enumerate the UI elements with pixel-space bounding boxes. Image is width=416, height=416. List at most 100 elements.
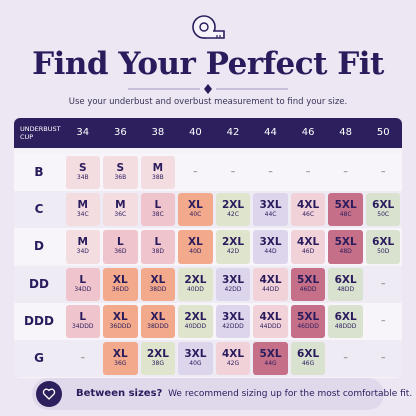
code: 46DD bbox=[299, 285, 317, 293]
size: L bbox=[79, 310, 87, 323]
size: 5XL bbox=[297, 273, 320, 286]
size: XL bbox=[150, 310, 166, 323]
empty-cell: – bbox=[268, 167, 273, 177]
corner-label: UNDERBUST CUP bbox=[20, 125, 61, 141]
column-label: 36 bbox=[113, 127, 127, 138]
size-cell: 2XL 38G bbox=[140, 342, 176, 376]
size: 4XL bbox=[297, 236, 320, 249]
size-cell: XL 40C bbox=[178, 193, 213, 227]
code: 48D bbox=[339, 248, 352, 256]
size-cell: XL 38DDD bbox=[140, 304, 176, 338]
cup-label: C bbox=[34, 202, 44, 217]
size-cell: L 38D bbox=[140, 230, 176, 264]
size: 3XL bbox=[221, 273, 245, 286]
size-cell: 3XL 44D bbox=[253, 230, 288, 264]
size: 6XL bbox=[372, 236, 395, 249]
size: S bbox=[116, 162, 125, 174]
size-cell: L 34DD bbox=[65, 267, 101, 301]
code: 36DDD bbox=[109, 322, 132, 330]
size: M bbox=[77, 236, 88, 249]
table-row: D M 34D L 36D L 38D XL 40D 2XL 42D 3XL 44D 4XL 46D 5XL 4… bbox=[14, 228, 402, 266]
column-label: 34 bbox=[76, 127, 90, 138]
table-row: G – XL 36G 2XL 38G 3XL 40G 4XL 42G 5XL 44G 6XL 46G – – bbox=[14, 340, 402, 377]
size-cell: 4XL 42G bbox=[215, 342, 251, 376]
cup-label: G bbox=[34, 351, 44, 365]
size-cell: 3XL 44C bbox=[253, 193, 288, 227]
size-cell: 2XL 42D bbox=[215, 230, 251, 264]
size-cell: L 38C bbox=[140, 193, 176, 227]
code: 38D bbox=[151, 248, 165, 256]
table-row: B S 34B S 36B M 38B – – – – – – bbox=[14, 154, 402, 191]
size-cell: XL 40D bbox=[178, 230, 213, 264]
size-cell: 5XL 46DD bbox=[290, 267, 326, 301]
size-cell: 3XL 40G bbox=[178, 342, 213, 376]
size: XL bbox=[112, 310, 128, 323]
size: 6XL bbox=[372, 199, 395, 212]
empty-cell: – bbox=[380, 315, 386, 326]
code: 34DDD bbox=[72, 322, 94, 330]
size: 5XL bbox=[334, 199, 357, 212]
code: 36C bbox=[114, 211, 127, 219]
size-cell: 2XL 42C bbox=[215, 193, 251, 227]
size-cell: 4XL 44DD bbox=[253, 267, 288, 301]
empty-cell: – bbox=[305, 167, 311, 177]
size: 4XL bbox=[297, 199, 320, 212]
size-cell: S 34B bbox=[65, 156, 101, 190]
table-header: UNDERBUST CUP 34 36 38 40 42 44 46 48 50 bbox=[14, 118, 402, 148]
code: 40C bbox=[189, 211, 202, 219]
column-label: 40 bbox=[189, 127, 202, 138]
code: 38DD bbox=[149, 285, 167, 293]
size: 6XL bbox=[334, 310, 357, 323]
size: XL bbox=[188, 199, 203, 212]
code: 38B bbox=[152, 174, 164, 181]
size-cell: XL 36G bbox=[103, 342, 138, 376]
empty-cell: – bbox=[343, 167, 348, 177]
column-label: 50 bbox=[376, 127, 390, 138]
code: 44DD bbox=[262, 285, 279, 293]
code: 42DD bbox=[224, 285, 242, 293]
code: 38C bbox=[151, 211, 164, 219]
subtitle: Use your underbust and overbust measurem… bbox=[68, 97, 348, 107]
size: 3XL bbox=[259, 236, 282, 249]
empty-cell: – bbox=[380, 353, 386, 363]
size-cell: 4XL 46D bbox=[290, 230, 326, 264]
size-cell: 6XL 50D bbox=[365, 230, 401, 264]
column-label: 42 bbox=[226, 127, 240, 138]
code: 48DD bbox=[337, 285, 355, 293]
empty-cell: – bbox=[380, 167, 386, 177]
column-label: 46 bbox=[301, 127, 315, 138]
code: 42G bbox=[226, 360, 240, 367]
code: 34B bbox=[76, 174, 89, 181]
size: 5XL bbox=[259, 348, 282, 360]
size-cell: L 36D bbox=[103, 230, 138, 264]
size-cell: M 34D bbox=[65, 230, 101, 264]
size-cell: S 36B bbox=[103, 156, 138, 190]
size-cell: L 34DDD bbox=[65, 304, 101, 338]
empty-cell: – bbox=[80, 353, 86, 363]
size-cell: 6XL 50C bbox=[365, 193, 401, 227]
code: 48DDD bbox=[334, 322, 357, 330]
code: 44D bbox=[264, 248, 277, 256]
size: 6XL bbox=[297, 348, 320, 360]
size-cell: XL 36DDD bbox=[103, 304, 138, 338]
size-cell: 2XL 40DDD bbox=[178, 304, 213, 338]
footer-text: Between sizes? We recommend sizing up fo… bbox=[76, 378, 412, 410]
cup-label: DDD bbox=[24, 313, 54, 328]
size-cell: 3XL 42DD bbox=[215, 267, 251, 301]
size: M bbox=[115, 199, 126, 212]
cup-label: B bbox=[34, 165, 44, 179]
code: 42D bbox=[226, 248, 240, 256]
size-cell: 2XL 40DD bbox=[178, 267, 213, 301]
code: 36G bbox=[114, 360, 127, 367]
size-cell: 6XL 48DDD bbox=[328, 304, 363, 338]
code: 46C bbox=[302, 211, 315, 219]
size: 5XL bbox=[297, 310, 320, 323]
code: 44G bbox=[264, 360, 277, 367]
tape-icon bbox=[192, 15, 225, 39]
size: XL bbox=[112, 273, 128, 286]
size: 2XL bbox=[221, 199, 245, 212]
corner-line: UNDERBUST bbox=[20, 125, 61, 133]
size: 3XL bbox=[184, 348, 207, 360]
size: XL bbox=[188, 236, 203, 249]
code: 36DD bbox=[111, 285, 129, 293]
